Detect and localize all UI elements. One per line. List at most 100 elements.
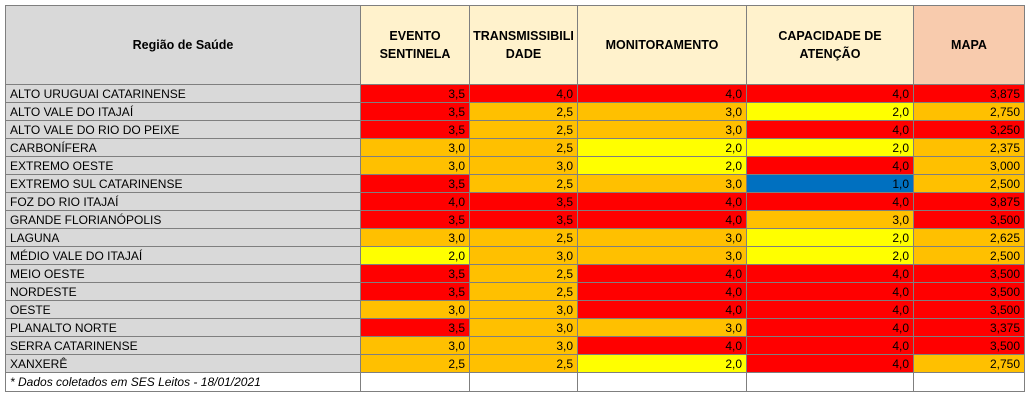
monitoramento-cell[interactable]: 3,0: [577, 174, 747, 193]
capacidade-cell[interactable]: 2,0: [746, 138, 914, 157]
region-name-cell[interactable]: GRANDE FLORIANÓPOLIS: [5, 210, 361, 229]
mapa-cell[interactable]: 2,625: [913, 228, 1025, 247]
evento-sentinela-cell[interactable]: 2,0: [360, 246, 470, 265]
evento-sentinela-cell[interactable]: 3,0: [360, 300, 470, 319]
region-name-cell[interactable]: LAGUNA: [5, 228, 361, 247]
capacidade-cell[interactable]: 1,0: [746, 174, 914, 193]
transmissibilidade-cell[interactable]: 3,0: [469, 300, 578, 319]
monitoramento-cell[interactable]: 4,0: [577, 210, 747, 229]
region-name-cell[interactable]: EXTREMO SUL CATARINENSE: [5, 174, 361, 193]
capacidade-cell[interactable]: 4,0: [746, 318, 914, 337]
capacidade-cell[interactable]: 2,0: [746, 228, 914, 247]
mapa-cell[interactable]: 3,000: [913, 156, 1025, 175]
evento-sentinela-cell[interactable]: 3,5: [360, 102, 470, 121]
transmissibilidade-cell[interactable]: 2,5: [469, 138, 578, 157]
capacidade-cell[interactable]: 4,0: [746, 192, 914, 211]
region-name-cell[interactable]: CARBONÍFERA: [5, 138, 361, 157]
monitoramento-cell[interactable]: 4,0: [577, 336, 747, 355]
monitoramento-cell[interactable]: 4,0: [577, 192, 747, 211]
evento-sentinela-cell[interactable]: 3,5: [360, 318, 470, 337]
blank-cell[interactable]: [913, 372, 1025, 392]
header-capacidade-atencao[interactable]: CAPACIDADE DE ATENÇÃO: [746, 5, 914, 85]
transmissibilidade-cell[interactable]: 3,0: [469, 336, 578, 355]
blank-cell[interactable]: [360, 372, 470, 392]
monitoramento-cell[interactable]: 2,0: [577, 156, 747, 175]
capacidade-cell[interactable]: 4,0: [746, 354, 914, 373]
transmissibilidade-cell[interactable]: 3,0: [469, 156, 578, 175]
blank-cell[interactable]: [746, 372, 914, 392]
transmissibilidade-cell[interactable]: 2,5: [469, 120, 578, 139]
header-mapa[interactable]: MAPA: [913, 5, 1025, 85]
transmissibilidade-cell[interactable]: 3,0: [469, 318, 578, 337]
evento-sentinela-cell[interactable]: 4,0: [360, 192, 470, 211]
mapa-cell[interactable]: 3,500: [913, 336, 1025, 355]
region-name-cell[interactable]: XANXERÊ: [5, 354, 361, 373]
evento-sentinela-cell[interactable]: 3,5: [360, 282, 470, 301]
monitoramento-cell[interactable]: 4,0: [577, 300, 747, 319]
evento-sentinela-cell[interactable]: 3,0: [360, 336, 470, 355]
region-name-cell[interactable]: OESTE: [5, 300, 361, 319]
region-name-cell[interactable]: EXTREMO OESTE: [5, 156, 361, 175]
mapa-cell[interactable]: 3,500: [913, 300, 1025, 319]
capacidade-cell[interactable]: 4,0: [746, 300, 914, 319]
mapa-cell[interactable]: 3,500: [913, 282, 1025, 301]
region-name-cell[interactable]: MEIO OESTE: [5, 264, 361, 283]
capacidade-cell[interactable]: 2,0: [746, 102, 914, 121]
region-name-cell[interactable]: ALTO VALE DO ITAJAÍ: [5, 102, 361, 121]
monitoramento-cell[interactable]: 3,0: [577, 246, 747, 265]
mapa-cell[interactable]: 3,500: [913, 210, 1025, 229]
monitoramento-cell[interactable]: 3,0: [577, 228, 747, 247]
mapa-cell[interactable]: 2,750: [913, 354, 1025, 373]
transmissibilidade-cell[interactable]: 2,5: [469, 282, 578, 301]
mapa-cell[interactable]: 2,500: [913, 174, 1025, 193]
monitoramento-cell[interactable]: 3,0: [577, 120, 747, 139]
mapa-cell[interactable]: 3,875: [913, 84, 1025, 103]
evento-sentinela-cell[interactable]: 3,5: [360, 174, 470, 193]
evento-sentinela-cell[interactable]: 3,0: [360, 156, 470, 175]
header-evento-sentinela[interactable]: EVENTO SENTINELA: [360, 5, 470, 85]
monitoramento-cell[interactable]: 4,0: [577, 84, 747, 103]
region-name-cell[interactable]: MÉDIO VALE DO ITAJAÍ: [5, 246, 361, 265]
mapa-cell[interactable]: 3,375: [913, 318, 1025, 337]
mapa-cell[interactable]: 3,500: [913, 264, 1025, 283]
header-transmissibilidade[interactable]: TRANSMISSIBILIDADE: [469, 5, 578, 85]
capacidade-cell[interactable]: 2,0: [746, 246, 914, 265]
monitoramento-cell[interactable]: 2,0: [577, 354, 747, 373]
region-name-cell[interactable]: SERRA CATARINENSE: [5, 336, 361, 355]
monitoramento-cell[interactable]: 3,0: [577, 318, 747, 337]
region-name-cell[interactable]: NORDESTE: [5, 282, 361, 301]
mapa-cell[interactable]: 2,375: [913, 138, 1025, 157]
capacidade-cell[interactable]: 4,0: [746, 336, 914, 355]
region-name-cell[interactable]: FOZ DO RIO ITAJAÍ: [5, 192, 361, 211]
monitoramento-cell[interactable]: 3,0: [577, 102, 747, 121]
capacidade-cell[interactable]: 4,0: [746, 84, 914, 103]
header-region[interactable]: Região de Saúde: [5, 5, 361, 85]
monitoramento-cell[interactable]: 2,0: [577, 138, 747, 157]
capacidade-cell[interactable]: 4,0: [746, 264, 914, 283]
capacidade-cell[interactable]: 4,0: [746, 282, 914, 301]
monitoramento-cell[interactable]: 4,0: [577, 282, 747, 301]
transmissibilidade-cell[interactable]: 2,5: [469, 264, 578, 283]
blank-cell[interactable]: [469, 372, 578, 392]
transmissibilidade-cell[interactable]: 2,5: [469, 102, 578, 121]
transmissibilidade-cell[interactable]: 2,5: [469, 228, 578, 247]
transmissibilidade-cell[interactable]: 2,5: [469, 354, 578, 373]
transmissibilidade-cell[interactable]: 2,5: [469, 174, 578, 193]
transmissibilidade-cell[interactable]: 3,5: [469, 192, 578, 211]
monitoramento-cell[interactable]: 4,0: [577, 264, 747, 283]
header-monitoramento[interactable]: MONITORAMENTO: [577, 5, 747, 85]
region-name-cell[interactable]: ALTO VALE DO RIO DO PEIXE: [5, 120, 361, 139]
evento-sentinela-cell[interactable]: 3,5: [360, 264, 470, 283]
evento-sentinela-cell[interactable]: 3,0: [360, 138, 470, 157]
evento-sentinela-cell[interactable]: 3,5: [360, 120, 470, 139]
transmissibilidade-cell[interactable]: 3,0: [469, 246, 578, 265]
footnote[interactable]: * Dados coletados em SES Leitos - 18/01/…: [5, 372, 361, 392]
evento-sentinela-cell[interactable]: 2,5: [360, 354, 470, 373]
capacidade-cell[interactable]: 4,0: [746, 120, 914, 139]
mapa-cell[interactable]: 3,250: [913, 120, 1025, 139]
blank-cell[interactable]: [577, 372, 747, 392]
transmissibilidade-cell[interactable]: 3,5: [469, 210, 578, 229]
region-name-cell[interactable]: ALTO URUGUAI CATARINENSE: [5, 84, 361, 103]
evento-sentinela-cell[interactable]: 3,5: [360, 84, 470, 103]
capacidade-cell[interactable]: 3,0: [746, 210, 914, 229]
